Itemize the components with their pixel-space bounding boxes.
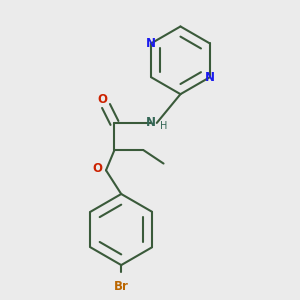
Text: O: O <box>98 93 108 106</box>
Text: H: H <box>160 121 167 131</box>
Text: Br: Br <box>114 280 129 293</box>
Text: N: N <box>146 37 156 50</box>
Text: N: N <box>146 116 156 129</box>
Text: O: O <box>92 162 103 175</box>
Text: N: N <box>205 71 215 84</box>
